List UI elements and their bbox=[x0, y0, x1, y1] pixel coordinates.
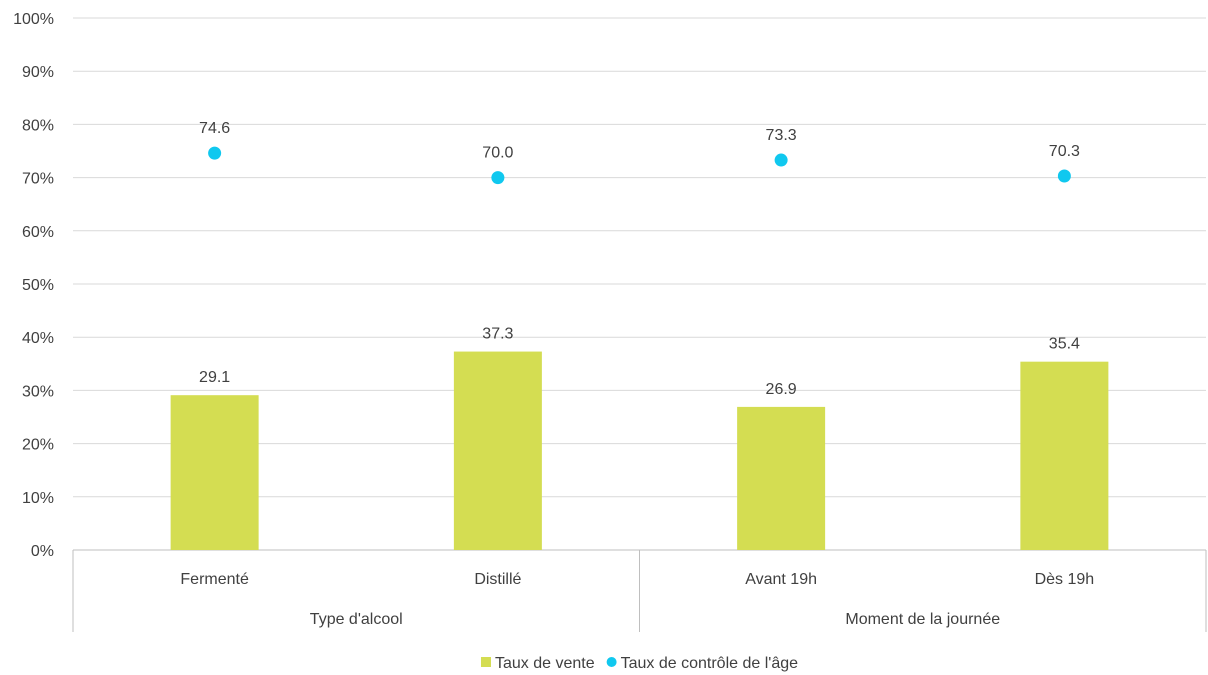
data-labels: 29.1 37.3 26.9 35.4 74.6 70.0 73.3 70.3 bbox=[199, 120, 1080, 398]
x-axis-category-labels: Fermenté Distillé Avant 19h Dès 19h bbox=[180, 571, 1094, 588]
x-category-label: Avant 19h bbox=[745, 571, 817, 588]
y-tick-label: 10% bbox=[22, 490, 54, 507]
data-label: 74.6 bbox=[199, 120, 230, 137]
bar bbox=[1020, 361, 1109, 550]
legend-label: Taux de contrôle de l'âge bbox=[621, 655, 799, 672]
x-axis-group-labels: Type d'alcool Moment de la journée bbox=[310, 611, 1000, 628]
x-category-label: Fermenté bbox=[180, 571, 249, 588]
grid-lines bbox=[73, 17, 1206, 498]
data-point bbox=[1057, 169, 1071, 183]
data-point bbox=[774, 153, 788, 167]
data-label: 70.0 bbox=[482, 145, 513, 162]
data-point bbox=[491, 171, 505, 185]
data-label: 73.3 bbox=[766, 127, 797, 144]
y-tick-label: 60% bbox=[22, 224, 54, 241]
y-tick-label: 80% bbox=[22, 117, 54, 134]
x-group-label: Moment de la journée bbox=[845, 611, 1000, 628]
legend-marker-bar bbox=[480, 657, 491, 667]
point-series bbox=[208, 146, 1071, 185]
data-label: 35.4 bbox=[1049, 336, 1080, 353]
y-tick-label: 70% bbox=[22, 171, 54, 188]
legend: Taux de vente Taux de contrôle de l'âge bbox=[480, 655, 799, 672]
y-tick-label: 40% bbox=[22, 330, 54, 347]
bar bbox=[737, 406, 826, 550]
y-tick-label: 100% bbox=[13, 11, 54, 28]
legend-label: Taux de vente bbox=[495, 655, 595, 672]
x-category-label: Dès 19h bbox=[1035, 571, 1095, 588]
bar bbox=[453, 351, 542, 550]
bar bbox=[170, 395, 259, 550]
data-label: 29.1 bbox=[199, 369, 230, 386]
data-label: 26.9 bbox=[766, 381, 797, 398]
y-tick-label: 30% bbox=[22, 383, 54, 400]
x-group-label: Type d'alcool bbox=[310, 611, 403, 628]
data-label: 37.3 bbox=[482, 326, 513, 343]
y-tick-label: 0% bbox=[31, 543, 54, 560]
x-axis bbox=[72, 549, 1207, 632]
y-tick-label: 90% bbox=[22, 64, 54, 81]
data-label: 70.3 bbox=[1049, 143, 1080, 160]
y-tick-label: 50% bbox=[22, 277, 54, 294]
data-point bbox=[208, 146, 222, 160]
legend-marker-point bbox=[606, 657, 617, 667]
bar-series bbox=[170, 351, 1109, 550]
x-category-label: Distillé bbox=[474, 571, 521, 588]
y-axis-tick-labels: 0% 10% 20% 30% 40% 50% 60% 70% 80% 90% 100% bbox=[13, 11, 54, 560]
y-tick-label: 20% bbox=[22, 437, 54, 454]
